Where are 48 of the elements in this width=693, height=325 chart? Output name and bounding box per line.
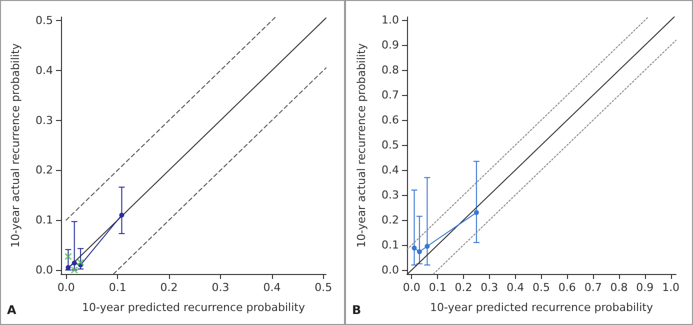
x-tick-label: 0.5 [314, 281, 332, 294]
point [416, 249, 422, 254]
x-tick-label: 0.3 [212, 281, 230, 294]
y-tick-label: 0.5 [36, 14, 53, 27]
y-tick-label: 0.4 [382, 164, 399, 177]
y-tick-label: 0.5 [382, 138, 399, 152]
x-tick-label: 0.6 [558, 281, 576, 294]
x-tick-label: 0.3 [480, 281, 498, 294]
x-tick-label: 0.2 [160, 281, 178, 294]
point [72, 260, 77, 266]
y-tick-label: 0.9 [382, 38, 399, 52]
y-axis-title: 10-year actual recurrence probability [9, 42, 22, 248]
y-tick-label: 0.8 [382, 64, 399, 77]
x-tick-label: 0.8 [610, 281, 628, 294]
y-tick-label: 0.1 [36, 214, 53, 227]
x-tick-label: 0.0 [402, 281, 420, 294]
y-tick-label: 0.7 [382, 88, 399, 102]
text: A [7, 303, 17, 317]
y-tick-label: 1.0 [382, 14, 399, 27]
y-tick-label: 0.1 [382, 238, 399, 252]
x-tick-label: 0.1 [108, 281, 126, 294]
text: B [352, 303, 362, 317]
x-tick-label: 0.1 [428, 281, 446, 294]
x-tick-label: 0.4 [506, 281, 524, 294]
y-tick-label: 0.0 [36, 264, 53, 277]
y-tick-label: 0.3 [382, 188, 399, 202]
point [64, 253, 72, 260]
x-tick-label: 0.4 [263, 281, 281, 294]
y-tick-label: 0.0 [382, 264, 399, 277]
y-axis-title: 10-year actual recurrence probability [355, 42, 368, 248]
y-tick-label: 0.3 [36, 114, 53, 127]
point [77, 259, 84, 266]
y-tick-label: 0.6 [382, 114, 399, 127]
x-tick-label: 0.7 [584, 281, 602, 294]
point [412, 246, 417, 251]
y-tick-label: 0.4 [36, 64, 53, 77]
x-axis-title: 10-year predicted recurrence probability [82, 301, 306, 314]
point [474, 210, 479, 216]
x-tick-label: 1.0 [662, 281, 680, 294]
y-tick-label: 0.2 [36, 164, 53, 177]
point [119, 212, 124, 218]
x-tick-label: 0.2 [454, 281, 472, 294]
x-tick-label: 0.0 [57, 281, 75, 294]
x-tick-label: 0.5 [532, 281, 550, 294]
y-tick-label: 0.2 [382, 214, 399, 227]
x-tick-label: 0.9 [636, 281, 654, 294]
point [424, 244, 430, 249]
x-axis-title: 10-year predicted recurrence probability [430, 301, 654, 314]
